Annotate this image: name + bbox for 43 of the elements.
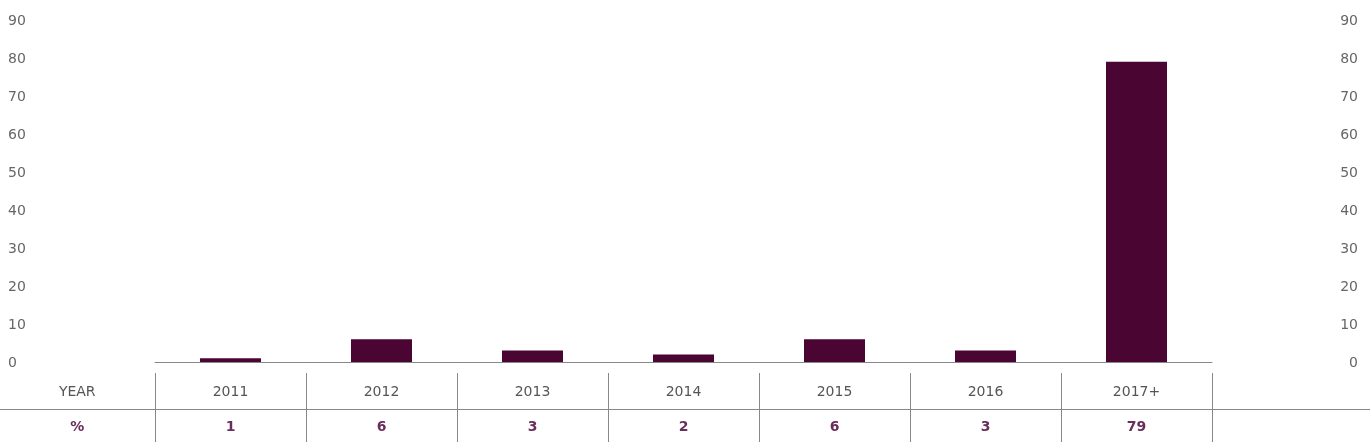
y-tick-label: 70 [8,88,26,104]
y2-tick-label: 30 [1340,240,1358,256]
data-label: 6 [759,409,910,442]
data-label: 1 [155,409,306,442]
y2-tick-label: 40 [1340,202,1358,218]
y2-tick-label: 80 [1340,50,1358,66]
bar [502,350,563,362]
bar [351,339,412,362]
bar [1106,61,1167,362]
y2-tick-label: 90 [1340,12,1358,28]
y-tick-label: 90 [8,12,26,28]
x-axis-title: YEAR [0,373,155,410]
bar [955,350,1016,362]
bar [804,339,865,362]
data-label: 3 [910,409,1061,442]
x-tick-label: 2011 [155,373,306,410]
x-tick-label: 2012 [306,373,457,410]
y-tick-label: 20 [8,278,26,294]
y-tick-label: 60 [8,126,26,142]
y-tick-label: 80 [8,50,26,66]
y-tick-label: 30 [8,240,26,256]
y-tick-label: 10 [8,316,26,332]
y-tick-label: 0 [8,354,17,370]
data-label: 3 [457,409,608,442]
y2-tick-label: 70 [1340,88,1358,104]
data-label: 6 [306,409,457,442]
x-tick-label: 2014 [608,373,759,410]
bar [200,358,261,362]
data-label: 79 [1061,409,1212,442]
y2-tick-label: 10 [1340,316,1358,332]
y-axis-title: % [0,409,155,442]
y2-tick-label: 0 [1349,354,1358,370]
bar [653,354,714,362]
y-tick-label: 50 [8,164,26,180]
y2-tick-label: 50 [1340,164,1358,180]
x-tick-label: 2017+ [1061,373,1212,410]
y2-tick-label: 20 [1340,278,1358,294]
x-tick-label: 2016 [910,373,1061,410]
y-tick-label: 40 [8,202,26,218]
data-label: 2 [608,409,759,442]
x-tick-label: 2015 [759,373,910,410]
y2-tick-label: 60 [1340,126,1358,142]
x-tick-label: 2013 [457,373,608,410]
